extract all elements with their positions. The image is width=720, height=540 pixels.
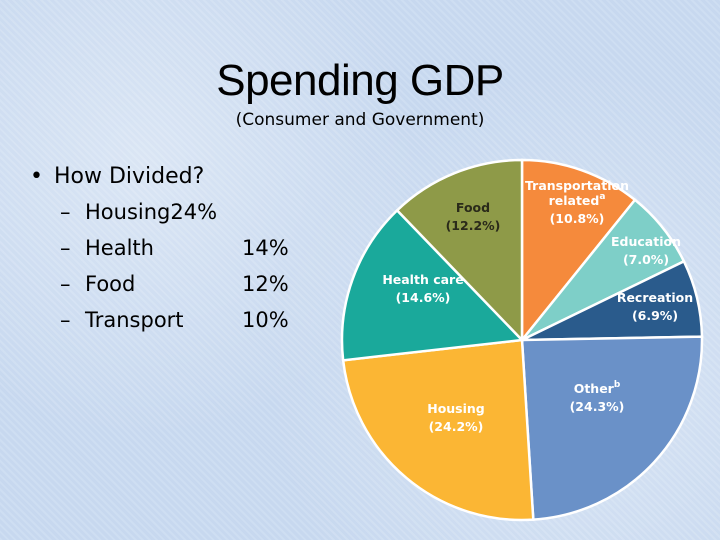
slide-subtitle: (Consumer and Government) [235,110,485,130]
pie-value-label: (24.3%) [570,399,625,414]
list-item-value: 10% [242,308,289,332]
list-item-label: Health [85,236,154,260]
spending-list: – Housing24% – Health 14% – Food 12% – T… [60,200,360,344]
pie-slice-food [395,158,524,344]
slide-title: Spending GDP [216,56,504,105]
pie-value-label: (7.0%) [623,252,669,267]
list-item-health: – Health 14% [60,236,360,272]
main-bullet: • How Divided? [30,164,204,189]
list-item-transport: – Transport 10% [60,308,360,344]
list-item-label: Food [85,272,136,296]
list-item-value: 24% [170,200,218,224]
dash-icon: – [60,200,71,224]
list-item-food: – Food 12% [60,272,360,308]
pie-slice-health-care [340,208,525,362]
list-item-label: Transport [85,308,184,332]
pie-label-other: Otherb [574,380,621,396]
list-item-value: 12% [242,272,289,296]
pie-value-label: (6.9%) [632,308,678,323]
dash-icon: – [60,308,71,332]
pie-value-label: (12.2%) [446,218,501,233]
pie-slice-transportation-related [520,158,637,344]
pie-label-education: Education [611,234,681,249]
dash-icon: – [60,236,71,260]
pie-label-housing: Housing [427,401,485,416]
pie-slice-other [520,335,704,521]
pie-value-label: (10.8%) [550,211,605,226]
main-bullet-text: How Divided? [54,164,205,189]
pie-label-transportation-related: Transportation relateda [525,178,629,208]
pie-value-label: (14.6%) [396,290,451,305]
bullet-dot-icon: • [30,164,43,189]
list-item-value: 14% [242,236,289,260]
pie-slice-housing [341,338,535,522]
pie-value-label: (24.2%) [429,419,484,434]
pie-label-food: Food [456,200,490,215]
list-item-label: Housing [85,200,171,224]
pie-label-recreation: Recreation [617,290,693,305]
dash-icon: – [60,272,71,296]
list-item-housing: – Housing24% [60,200,360,236]
pie-label-health-care: Health care [382,272,463,287]
